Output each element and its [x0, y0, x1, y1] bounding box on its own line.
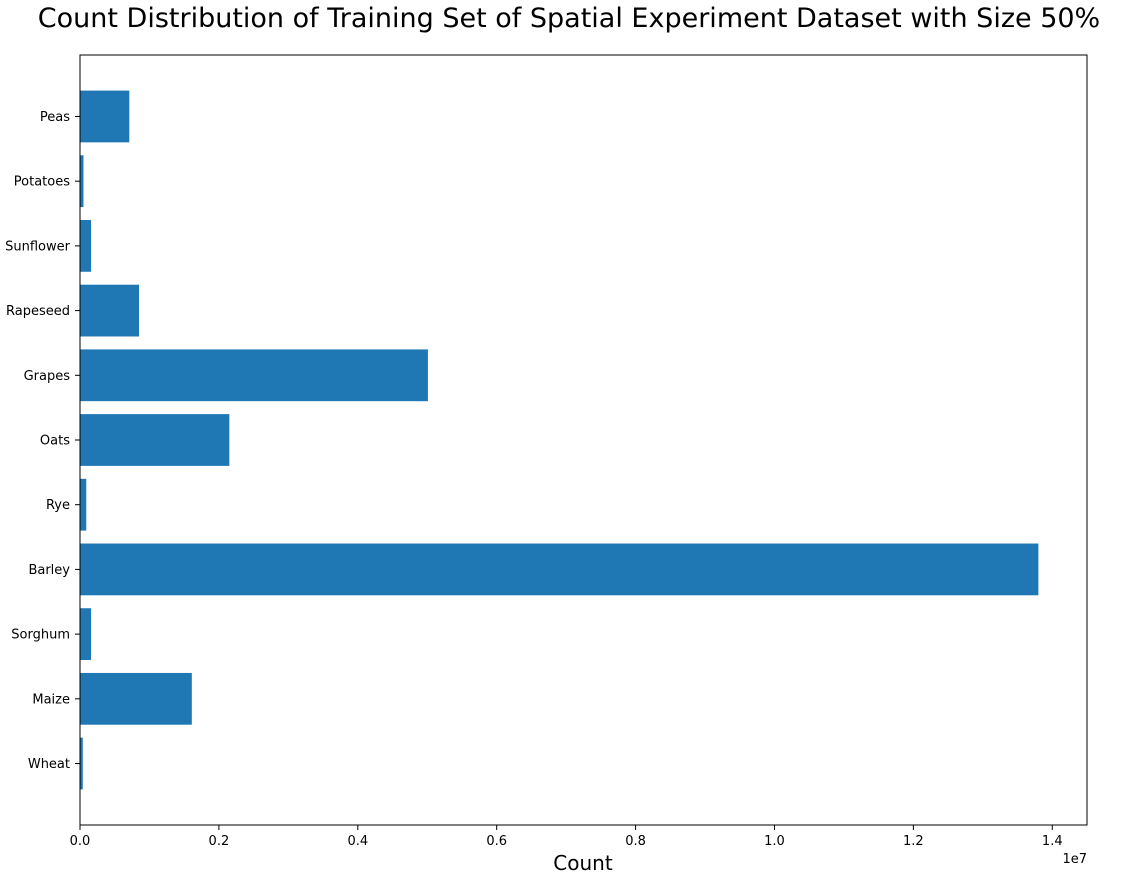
bar-sorghum — [80, 608, 92, 660]
bar-peas — [80, 90, 130, 143]
bar-sunflower — [80, 220, 92, 272]
bar-maize — [80, 672, 192, 725]
x-axis-ticks: 0.0 0.2 0.4 0.6 0.8 1.0 1.2 1.4 — [70, 825, 1063, 849]
bar-grapes — [80, 349, 428, 402]
y-axis-ticks: Wheat Maize Sorghum Barley Rye Oats Grapes Rape… — [5, 110, 80, 772]
x-tick-label-5: 1.0 — [764, 834, 785, 849]
y-tick-label-oats: Oats — [40, 434, 70, 449]
y-tick-label-potatoes: Potatoes — [14, 175, 70, 190]
x-tick-label-6: 1.2 — [903, 834, 924, 849]
x-axis-offset-label: 1e7 — [1062, 852, 1087, 867]
x-tick-label-1: 0.2 — [209, 834, 230, 849]
bar-barley — [80, 543, 1039, 596]
bar-potatoes — [80, 155, 84, 208]
plot-frame — [79, 54, 1088, 826]
x-tick-label-3: 0.6 — [486, 834, 507, 849]
bar-wheat — [80, 737, 83, 790]
y-tick-label-rapeseed: Rapeseed — [6, 304, 70, 319]
bar-rye — [80, 478, 87, 531]
x-axis-label: Count — [553, 851, 613, 873]
y-tick-label-rye: Rye — [46, 498, 70, 513]
y-tick-label-sorghum: Sorghum — [11, 628, 70, 643]
x-tick-label-2: 0.4 — [347, 834, 368, 849]
y-tick-label-barley: Barley — [28, 563, 70, 578]
bar-rapeseed — [80, 284, 140, 337]
x-tick-label-4: 0.8 — [625, 834, 646, 849]
y-tick-label-grapes: Grapes — [24, 369, 71, 384]
y-tick-label-peas: Peas — [40, 110, 70, 125]
y-tick-label-wheat: Wheat — [28, 757, 70, 772]
x-tick-label-7: 1.4 — [1042, 834, 1063, 849]
y-tick-label-maize: Maize — [32, 692, 70, 707]
x-tick-label-0: 0.0 — [70, 834, 91, 849]
chart-title: Count Distribution of Training Set of Sp… — [38, 3, 1100, 34]
bars-group — [80, 90, 1039, 790]
bar-oats — [80, 414, 230, 466]
y-tick-label-sunflower: Sunflower — [5, 239, 71, 254]
